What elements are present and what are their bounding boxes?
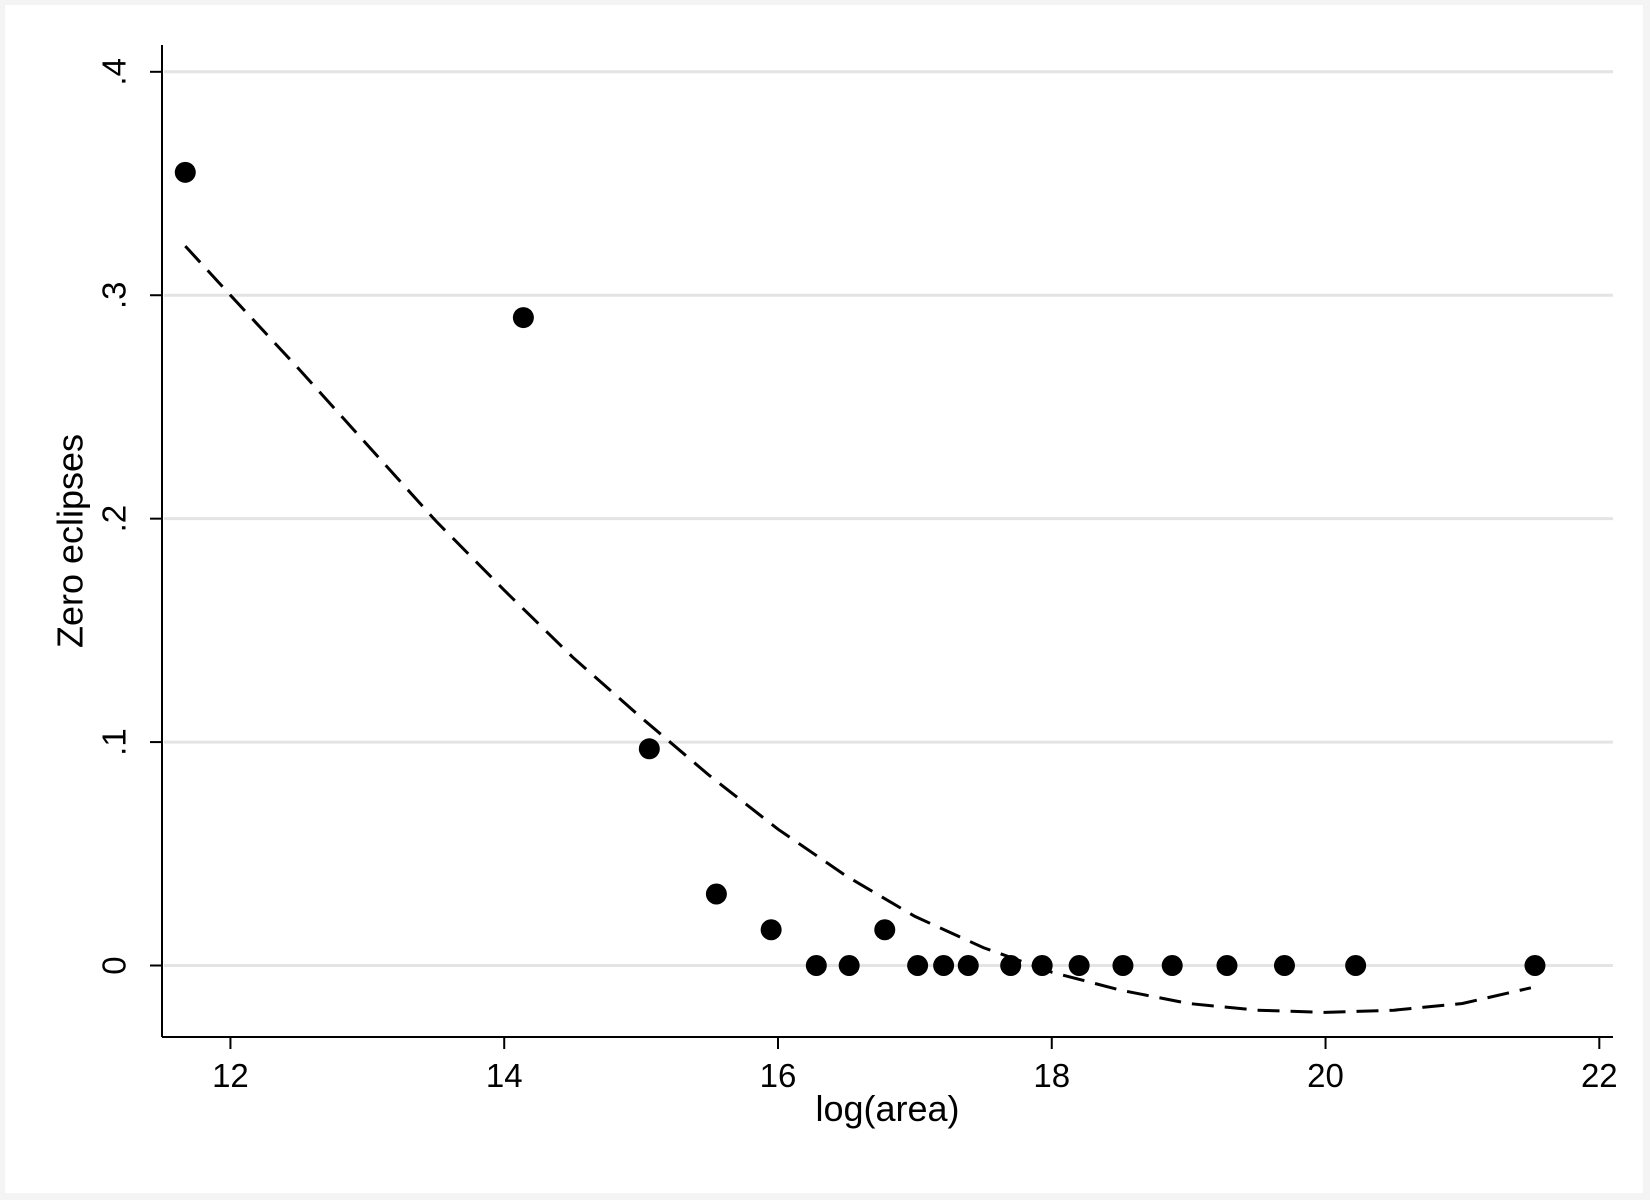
data-point: [1161, 955, 1183, 977]
scatter-chart: 12 14 16 18 20 22 0 .1 .2 .3 .4 log(area) Zero ec…: [50, 45, 1618, 1129]
x-tick-label: 20: [1307, 1057, 1344, 1094]
chart-frame: 12 14 16 18 20 22 0 .1 .2 .3 .4 log(area) Zero ec…: [5, 5, 1643, 1193]
data-point: [1068, 955, 1090, 977]
x-tick-label: 14: [486, 1057, 523, 1094]
axes: [161, 45, 1613, 1038]
x-axis-ticks: 12 14 16 18 20 22: [212, 1037, 1618, 1094]
scatter-points-layer: [174, 161, 1546, 977]
data-point: [1031, 955, 1053, 977]
data-point: [1216, 955, 1238, 977]
data-point: [933, 955, 955, 977]
x-tick-label: 18: [1033, 1057, 1070, 1094]
data-point: [957, 955, 979, 977]
data-point: [760, 919, 782, 941]
gridlines: [164, 70, 1613, 968]
y-tick-label: .3: [96, 281, 133, 309]
data-point: [1524, 955, 1546, 977]
data-point: [174, 161, 196, 183]
y-axis-ticks: 0 .1 .2 .3 .4: [96, 58, 162, 975]
data-point: [874, 919, 896, 941]
y-tick-label: .1: [96, 728, 133, 756]
fit-line-layer: [184, 245, 1532, 1014]
data-point: [1273, 955, 1295, 977]
fit-line: [184, 245, 1532, 1014]
y-axis-title: Zero eclipses: [50, 434, 91, 648]
data-point: [705, 883, 727, 905]
data-point: [1000, 955, 1022, 977]
y-tick-label: .2: [96, 505, 133, 533]
data-point: [907, 955, 929, 977]
data-point: [1112, 955, 1134, 977]
y-tick-label: .4: [96, 58, 133, 86]
data-point: [638, 738, 660, 760]
x-axis-title: log(area): [815, 1088, 959, 1129]
data-point: [1345, 955, 1367, 977]
data-point: [512, 307, 534, 329]
data-point: [838, 955, 860, 977]
y-tick-label: 0: [96, 956, 133, 974]
x-tick-label: 16: [760, 1057, 797, 1094]
x-tick-label: 22: [1581, 1057, 1618, 1094]
data-point: [805, 955, 827, 977]
x-tick-label: 12: [212, 1057, 249, 1094]
